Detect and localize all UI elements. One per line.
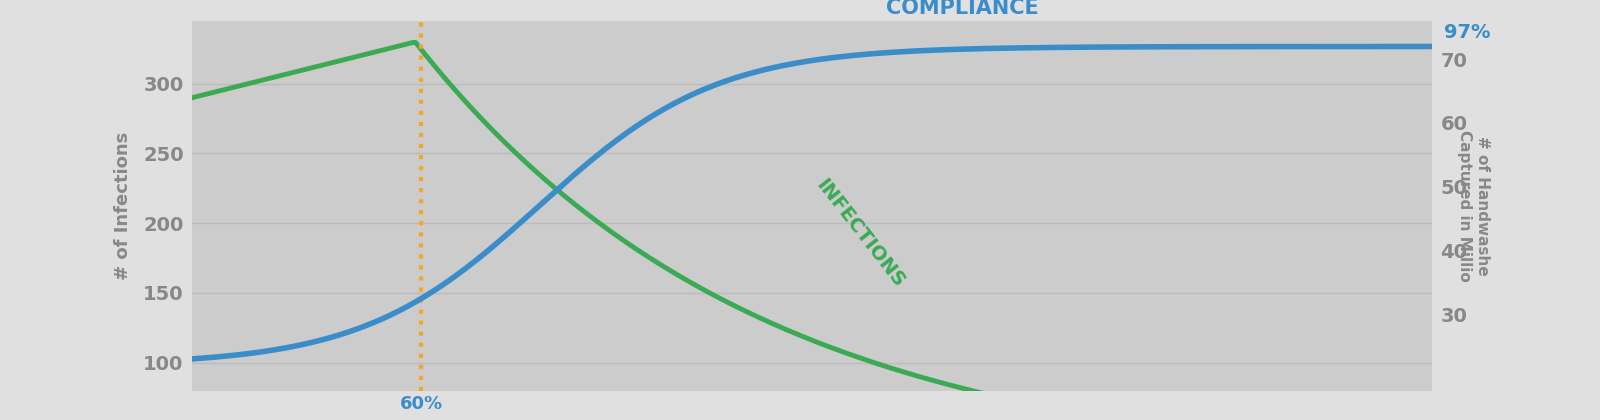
Text: 97%: 97% [1445, 23, 1491, 42]
Text: COMPLIANCE: COMPLIANCE [886, 0, 1038, 18]
Y-axis label: # of Infections: # of Infections [114, 132, 131, 280]
Text: INFECTIONS: INFECTIONS [813, 176, 909, 291]
Y-axis label: # of Handwashe
Captured in Millio: # of Handwashe Captured in Millio [1458, 130, 1490, 282]
Text: 60%: 60% [400, 395, 443, 413]
